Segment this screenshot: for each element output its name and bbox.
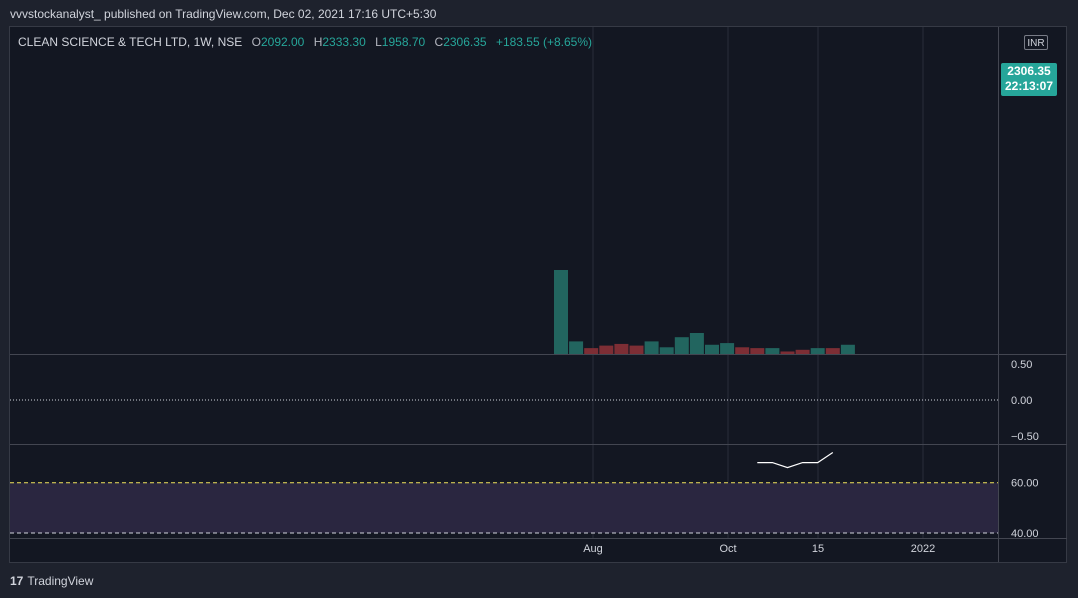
oscillator-tick-label: −0.50	[1011, 431, 1039, 443]
bar-countdown: 22:13:07	[1004, 79, 1054, 93]
low-value: 1958.70	[381, 35, 426, 49]
volume-bar	[705, 344, 719, 354]
volume-bar	[810, 348, 825, 354]
volume-bar	[599, 345, 614, 354]
oscillator-tick-label: 0.00	[1011, 395, 1032, 407]
rsi-band	[10, 482, 998, 533]
rsi-tick-label: 40.00	[1011, 528, 1039, 540]
open-key: O	[251, 35, 261, 49]
last-price-badge: 2306.35 22:13:07	[1001, 63, 1057, 96]
volume-bar	[735, 347, 750, 354]
axis-labels: 2400.002200.002000.001800.001700.001580.…	[583, 359, 1039, 555]
time-tick-label: Aug	[583, 543, 603, 555]
publish-info: vvvstockanalyst_ published on TradingVie…	[10, 7, 437, 21]
time-tick-label: Oct	[719, 543, 736, 555]
close-value: 2306.35	[443, 35, 487, 49]
volume-bar	[674, 337, 689, 354]
high-value: 2333.30	[322, 35, 366, 49]
volume-bar	[720, 343, 735, 354]
currency-badge[interactable]: INR	[1024, 35, 1048, 50]
close-key: C	[434, 35, 444, 49]
high-key: H	[313, 35, 323, 49]
tradingview-logo-icon: 17	[10, 574, 24, 588]
volume-bar	[825, 348, 840, 354]
volume-bar	[840, 344, 855, 354]
symbol-legend: CLEAN SCIENCE & TECH LTD, 1W, NSE O2092.…	[18, 35, 592, 49]
tradingview-brand[interactable]: TradingView	[27, 574, 94, 588]
symbol-name: CLEAN SCIENCE & TECH LTD, 1W, NSE	[18, 35, 243, 49]
chart-frame	[9, 26, 1067, 563]
rsi-line	[757, 452, 834, 469]
rsi-tick-label: 60.00	[1011, 478, 1039, 490]
volume-bar	[569, 341, 584, 354]
last-price: 2306.35	[1007, 64, 1051, 78]
time-tick-label: 2022	[911, 543, 935, 555]
low-key: L	[375, 35, 382, 49]
volume-bar	[780, 351, 795, 354]
footer: 17 TradingView	[10, 572, 93, 590]
volume-bars	[554, 270, 855, 354]
change-value: +183.55 (+8.65%)	[495, 35, 593, 49]
volume-bar	[584, 348, 599, 354]
grid-lines	[10, 27, 1067, 562]
open-value: 2092.00	[260, 35, 305, 49]
volume-bar	[644, 341, 659, 354]
time-tick-label: 15	[812, 543, 824, 555]
volume-bar	[795, 349, 810, 354]
volume-bar	[554, 270, 568, 354]
volume-bar	[614, 343, 629, 354]
volume-bar	[750, 348, 765, 354]
volume-bar	[629, 345, 644, 354]
volume-bar	[765, 348, 780, 354]
volume-bar	[689, 333, 704, 354]
volume-bar	[659, 347, 674, 354]
indicator-panes	[10, 399, 998, 534]
oscillator-tick-label: 0.50	[1011, 359, 1032, 371]
